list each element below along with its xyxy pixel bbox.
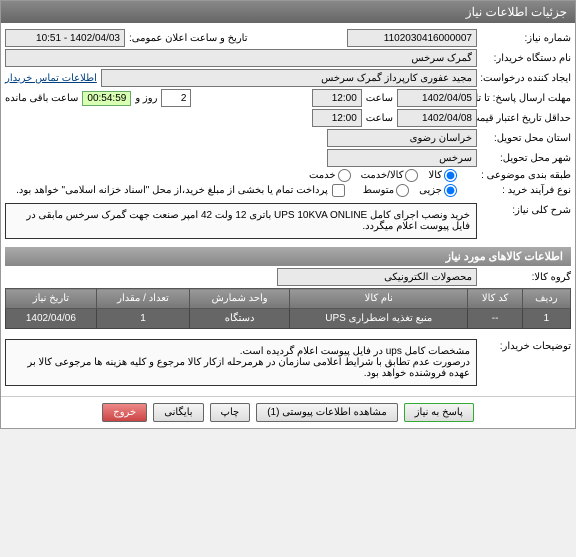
exit-button[interactable]: خروج xyxy=(102,403,147,422)
desc-box: خرید ونصب اجرای کامل UPS 10KVA ONLINE با… xyxy=(5,203,477,239)
items-table: ردیف کد کالا نام کالا واحد شمارش تعداد /… xyxy=(5,288,571,329)
process-opt1[interactable]: جزیی xyxy=(419,184,457,197)
resp-deadline-label: مهلت ارسال پاسخ: تا تاریخ: xyxy=(481,93,571,104)
window: جزئیات اطلاعات نیاز شماره نیاز: 11020304… xyxy=(0,0,576,429)
process-opt2[interactable]: متوسط xyxy=(363,184,409,197)
city-label: شهر محل تحویل: xyxy=(481,153,571,164)
th-5: تاریخ نیاز xyxy=(6,289,97,309)
class-radio2[interactable] xyxy=(405,169,418,182)
time1-field: 12:00 xyxy=(312,89,362,107)
print-button[interactable]: چاپ xyxy=(210,403,251,422)
group-label: گروه کالا: xyxy=(481,272,571,283)
class-opt1[interactable]: کالا xyxy=(428,169,457,182)
class-opt3[interactable]: خدمت xyxy=(309,169,351,182)
req-num-field: 1102030416000007 xyxy=(347,29,477,47)
buyer-label: نام دستگاه خریدار: xyxy=(481,53,571,64)
days-unit: روز و xyxy=(135,93,157,104)
announce-field: 1402/04/03 - 10:51 xyxy=(5,29,125,47)
th-0: ردیف xyxy=(522,289,570,309)
note-box: مشخصات کامل ups در فایل پیوست اعلام گردی… xyxy=(5,339,477,386)
days-field: 2 xyxy=(161,89,191,107)
td-1: -- xyxy=(468,309,522,329)
desc-label: شرح کلی نیاز: xyxy=(481,199,571,216)
td-5: 1402/04/06 xyxy=(6,309,97,329)
process-radio2[interactable] xyxy=(396,184,409,197)
time1-label: ساعت xyxy=(366,93,393,104)
class-radio3[interactable] xyxy=(338,169,351,182)
class-radiogroup: کالا کالا/خدمت خدمت xyxy=(309,169,457,182)
time2-label: ساعت xyxy=(366,113,393,124)
class-opt2[interactable]: کالا/خدمت xyxy=(361,169,419,182)
creator-field: مجید عفوری کارپرداز گمرک سرخس xyxy=(101,69,477,87)
buttonbar: پاسخ به نیاز مشاهده اطلاعات پیوستی (1) چ… xyxy=(1,396,575,428)
th-4: تعداد / مقدار xyxy=(96,289,189,309)
archive-button[interactable]: بایگانی xyxy=(153,403,203,422)
class-label: طبقه بندی موضوعی : xyxy=(461,170,571,181)
class-radio1[interactable] xyxy=(444,169,457,182)
announce-label: تاریخ و ساعت اعلان عمومی: xyxy=(129,33,248,44)
group-field: محصولات الکترونیکی xyxy=(277,268,477,286)
valid-deadline-label: حداقل تاریخ اعتبار قیمت: تا تاریخ: xyxy=(481,113,571,124)
content: شماره نیاز: 1102030416000007 تاریخ و ساع… xyxy=(1,23,575,396)
note-label: توضیحات خریدار: xyxy=(481,335,571,352)
province-label: استان محل تحویل: xyxy=(481,133,571,144)
process-radio1[interactable] xyxy=(444,184,457,197)
buyer-field: گمرک سرخس xyxy=(5,49,477,67)
note-text1: مشخصات کامل ups در فایل پیوست اعلام گردی… xyxy=(12,346,470,357)
process-label: نوع فرآیند خرید : xyxy=(461,185,571,196)
timer-unit: ساعت باقی مانده xyxy=(5,93,78,104)
province-field: خراسان رضوی xyxy=(327,129,477,147)
window-title: جزئیات اطلاعات نیاز xyxy=(466,5,567,19)
date2-field: 1402/04/08 xyxy=(397,109,477,127)
titlebar: جزئیات اطلاعات نیاز xyxy=(1,1,575,23)
th-2: نام کالا xyxy=(290,289,468,309)
note-text2: درصورت عدم تطابق با شرایط اعلامی سازمان … xyxy=(12,357,470,379)
attachments-button[interactable]: مشاهده اطلاعات پیوستی (1) xyxy=(256,403,398,422)
time2-field: 12:00 xyxy=(312,109,362,127)
th-3: واحد شمارش xyxy=(190,289,290,309)
process-radiogroup: جزیی متوسط xyxy=(363,184,457,197)
td-3: دستگاه xyxy=(190,309,290,329)
td-0: 1 xyxy=(522,309,570,329)
req-num-label: شماره نیاز: xyxy=(481,33,571,44)
payment-checkbox-row: پرداخت تمام یا بخشی از مبلغ خرید،از محل … xyxy=(16,184,345,197)
table-header-row: ردیف کد کالا نام کالا واحد شمارش تعداد /… xyxy=(6,289,571,309)
creator-label: ایجاد کننده درخواست: xyxy=(481,73,571,84)
items-header: اطلاعات کالاهای مورد نیاز xyxy=(5,247,571,266)
table-row[interactable]: 1 -- منبع تغذیه اضطراری UPS دستگاه 1 140… xyxy=(6,309,571,329)
city-field: سرخس xyxy=(327,149,477,167)
th-1: کد کالا xyxy=(468,289,522,309)
payment-note: پرداخت تمام یا بخشی از مبلغ خرید،از محل … xyxy=(16,185,328,196)
payment-checkbox[interactable] xyxy=(332,184,345,197)
td-2: منبع تغذیه اضطراری UPS xyxy=(290,309,468,329)
date1-field: 1402/04/05 xyxy=(397,89,477,107)
contact-link[interactable]: اطلاعات تماس خریدار xyxy=(5,73,97,84)
timer: 00:54:59 xyxy=(82,91,131,106)
td-4: 1 xyxy=(96,309,189,329)
answer-button[interactable]: پاسخ به نیاز xyxy=(404,403,474,422)
